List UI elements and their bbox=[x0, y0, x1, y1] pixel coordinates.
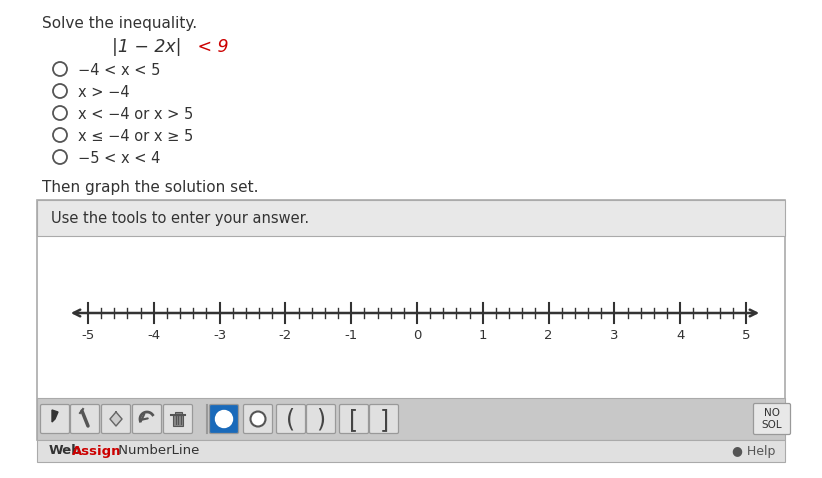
FancyBboxPatch shape bbox=[40, 404, 70, 434]
Text: 5: 5 bbox=[741, 329, 750, 342]
Polygon shape bbox=[110, 412, 122, 426]
Text: Solve the inequality.: Solve the inequality. bbox=[42, 16, 197, 31]
FancyBboxPatch shape bbox=[164, 404, 192, 434]
FancyBboxPatch shape bbox=[71, 404, 99, 434]
Text: x < −4 or x > 5: x < −4 or x > 5 bbox=[78, 107, 193, 122]
Text: NO
SOL: NO SOL bbox=[762, 408, 783, 430]
Text: 4: 4 bbox=[676, 329, 685, 342]
FancyBboxPatch shape bbox=[339, 404, 368, 434]
Text: ): ) bbox=[316, 408, 326, 432]
Bar bbox=[173, 415, 183, 426]
Text: [: [ bbox=[349, 408, 358, 432]
Text: ]: ] bbox=[380, 408, 389, 432]
Bar bbox=[37, 398, 785, 440]
FancyBboxPatch shape bbox=[370, 404, 399, 434]
Text: 2: 2 bbox=[544, 329, 553, 342]
Circle shape bbox=[215, 411, 233, 427]
Circle shape bbox=[53, 84, 67, 98]
FancyBboxPatch shape bbox=[276, 404, 306, 434]
Text: Web: Web bbox=[49, 445, 81, 457]
Text: -3: -3 bbox=[213, 329, 226, 342]
Bar bbox=[37, 200, 785, 236]
FancyBboxPatch shape bbox=[307, 404, 335, 434]
Circle shape bbox=[53, 106, 67, 120]
FancyBboxPatch shape bbox=[243, 404, 273, 434]
Bar bbox=[37, 200, 785, 440]
Bar bbox=[174, 412, 182, 415]
Text: Use the tools to enter your answer.: Use the tools to enter your answer. bbox=[51, 210, 309, 226]
Circle shape bbox=[53, 128, 67, 142]
FancyBboxPatch shape bbox=[101, 404, 131, 434]
Text: −5 < x < 4: −5 < x < 4 bbox=[78, 151, 160, 166]
Text: x > −4: x > −4 bbox=[78, 85, 130, 100]
Text: |1 − 2x|: |1 − 2x| bbox=[112, 38, 182, 56]
Text: NumberLine: NumberLine bbox=[114, 445, 200, 457]
Text: ● Help: ● Help bbox=[732, 445, 775, 457]
FancyBboxPatch shape bbox=[754, 403, 791, 435]
FancyBboxPatch shape bbox=[210, 404, 238, 434]
Text: 3: 3 bbox=[610, 329, 619, 342]
FancyBboxPatch shape bbox=[132, 404, 161, 434]
Text: -5: -5 bbox=[81, 329, 95, 342]
Text: -1: -1 bbox=[344, 329, 358, 342]
Text: -2: -2 bbox=[279, 329, 292, 342]
Text: Assign: Assign bbox=[72, 445, 122, 457]
Circle shape bbox=[53, 150, 67, 164]
Text: < 9: < 9 bbox=[192, 38, 229, 56]
Text: 1: 1 bbox=[478, 329, 487, 342]
Circle shape bbox=[53, 62, 67, 76]
Polygon shape bbox=[52, 410, 58, 422]
Text: 0: 0 bbox=[413, 329, 421, 342]
Text: (: ( bbox=[286, 408, 296, 432]
Text: −4 < x < 5: −4 < x < 5 bbox=[78, 63, 160, 78]
Text: Then graph the solution set.: Then graph the solution set. bbox=[42, 180, 258, 195]
Text: -4: -4 bbox=[147, 329, 160, 342]
Bar bbox=[37, 440, 785, 462]
Text: x ≤ −4 or x ≥ 5: x ≤ −4 or x ≥ 5 bbox=[78, 129, 193, 144]
Circle shape bbox=[251, 412, 266, 426]
